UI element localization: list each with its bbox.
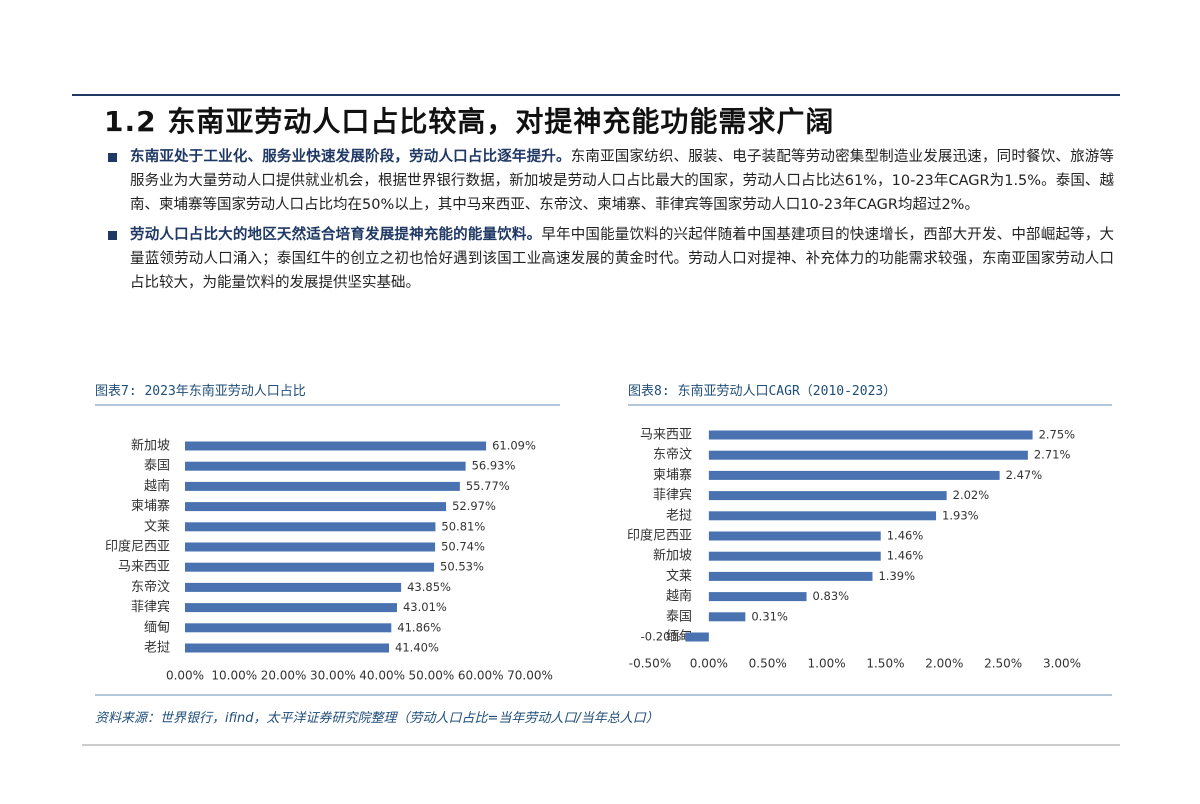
heading: 1.2 东南亚劳动人口占比较高，对提神充能功能需求广阔: [104, 105, 835, 138]
y-tick-label: 东帝汶: [131, 579, 170, 595]
bar: [685, 632, 709, 642]
bar: [185, 441, 487, 451]
source-rule: [95, 694, 1112, 696]
x-tick-label: 0.00%: [166, 669, 204, 683]
value-label: 43.85%: [407, 580, 451, 594]
bar: [185, 502, 447, 512]
value-label: 2.47%: [1006, 468, 1043, 482]
y-tick-label: 马来西亚: [640, 428, 692, 443]
x-tick-label: 3.00%: [1043, 657, 1081, 671]
x-tick-label: 0.00%: [690, 657, 728, 671]
y-tick-label: 新加坡: [653, 548, 692, 564]
y-tick-label: 泰国: [144, 459, 170, 474]
y-tick-label: 文莱: [144, 519, 170, 534]
bullet: 劳动人口占比大的地区天然适合培育发展提神充能的能量饮料。早年中国能量饮料的兴起伴…: [104, 223, 1114, 295]
value-label: 41.40%: [395, 641, 439, 655]
value-label: 61.09%: [492, 439, 536, 453]
chart-title: 图表7: 2023年东南亚劳动人口占比: [95, 384, 306, 399]
value-label: 52.97%: [452, 499, 496, 513]
x-tick-label: 1.50%: [866, 657, 904, 671]
x-tick-label: 10.00%: [211, 669, 257, 683]
value-label: 1.46%: [887, 549, 924, 563]
value-label: 1.93%: [942, 508, 979, 522]
bar: [185, 522, 436, 532]
value-label: 0.83%: [813, 589, 850, 603]
bullet-text: 东南亚国家纺织、服装、电子装配等劳动密集型制造业发展迅速，同时餐饮、旅游等服务业…: [130, 149, 1115, 213]
bar: [708, 531, 881, 541]
bar: [708, 592, 807, 602]
source: 资料来源：世界银行，ifind，太平洋证券研究院整理（劳动人口占比=当年劳动人口…: [95, 711, 659, 726]
bar: [708, 470, 1000, 480]
y-tick-label: 菲律宾: [131, 599, 170, 615]
y-tick-label: 越南: [144, 478, 170, 494]
bar: [708, 491, 947, 501]
value-label: 1.46%: [887, 529, 924, 543]
value-label: 43.01%: [403, 600, 447, 614]
bar: [185, 603, 397, 613]
value-label: 1.39%: [878, 569, 915, 583]
y-tick-label: 印度尼西亚: [627, 528, 692, 544]
top-rule: [72, 94, 1120, 96]
x-tick-label: 0.50%: [749, 657, 787, 671]
bar: [708, 430, 1033, 440]
value-label: 50.53%: [440, 560, 484, 574]
bar: [185, 542, 436, 552]
x-tick-label: 50.00%: [409, 669, 455, 683]
x-tick-label: -0.50%: [629, 657, 671, 671]
y-tick-label: 越南: [666, 588, 692, 604]
bar: [185, 562, 435, 572]
y-tick-label: 泰国: [666, 609, 692, 624]
bar: [708, 450, 1028, 460]
y-tick-label: 老挝: [144, 641, 170, 656]
x-tick-label: 60.00%: [458, 669, 504, 683]
value-label: -0.20%: [641, 630, 682, 644]
bar: [185, 643, 390, 653]
x-tick-label: 30.00%: [310, 669, 356, 683]
x-tick-label: 70.00%: [507, 669, 553, 683]
chart-title: 图表8: 东南亚劳动人口CAGR（2010-2023）: [628, 384, 897, 399]
bottom-rule: [82, 744, 1120, 746]
value-label: 41.86%: [397, 620, 441, 634]
value-label: 2.02%: [953, 488, 990, 502]
value-label: 2.75%: [1039, 428, 1076, 442]
value-label: 56.93%: [472, 459, 516, 473]
bar: [185, 623, 392, 633]
value-label: 50.81%: [441, 519, 485, 533]
bullet-list: 东南亚处于工业化、服务业快速发展阶段，劳动人口占比逐年提升。东南亚国家纺织、服装…: [104, 145, 1114, 301]
y-tick-label: 新加坡: [131, 438, 170, 454]
x-tick-label: 20.00%: [261, 669, 307, 683]
x-tick-label: 40.00%: [359, 669, 405, 683]
bar: [708, 551, 881, 561]
y-tick-label: 菲律宾: [653, 487, 692, 503]
y-tick-label: 东帝汶: [653, 447, 692, 463]
value-label: 2.71%: [1034, 448, 1071, 462]
bar: [708, 511, 937, 521]
bar: [185, 582, 402, 592]
bar: [708, 612, 746, 622]
bar: [708, 571, 873, 581]
x-tick-label: 1.00%: [808, 657, 846, 671]
bullet-text: 早年中国能量饮料的兴起伴随着中国基建项目的快速增长，西部大开发、中部崛起等，大量…: [130, 227, 1115, 291]
bar: [185, 481, 460, 491]
y-tick-label: 柬埔寨: [131, 498, 170, 514]
y-tick-label: 印度尼西亚: [105, 539, 170, 555]
value-label: 0.31%: [751, 609, 788, 623]
title-rule: [95, 404, 560, 406]
y-tick-label: 文莱: [666, 569, 692, 584]
bullet: 东南亚处于工业化、服务业快速发展阶段，劳动人口占比逐年提升。东南亚国家纺织、服装…: [104, 145, 1114, 217]
y-tick-label: 缅甸: [144, 620, 170, 635]
value-label: 55.77%: [466, 479, 510, 493]
y-tick-label: 柬埔寨: [653, 467, 692, 483]
bullet-lead: 东南亚处于工业化、服务业快速发展阶段，劳动人口占比逐年提升。: [130, 149, 571, 165]
y-tick-label: 马来西亚: [118, 560, 170, 575]
bullet-lead: 劳动人口占比大的地区天然适合培育发展提神充能的能量饮料。: [130, 227, 542, 243]
value-label: 50.74%: [441, 540, 485, 554]
x-tick-label: 2.00%: [925, 657, 963, 671]
bar: [185, 461, 466, 471]
x-tick-label: 2.50%: [984, 657, 1022, 671]
y-tick-label: 老挝: [666, 508, 692, 523]
title-rule: [628, 404, 1112, 406]
